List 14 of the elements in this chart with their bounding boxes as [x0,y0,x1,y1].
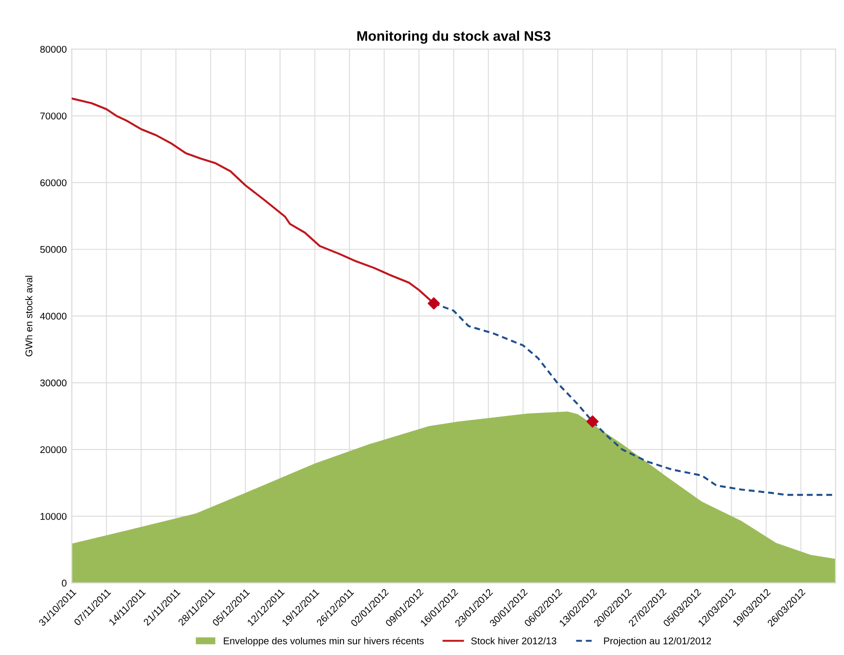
y-tick-label: 10000 [40,512,66,520]
y-tick-label: 60000 [40,179,66,186]
y-tick-label: 20000 [40,446,66,454]
chart-title: Monitoring du stock aval NS3 [357,30,550,44]
legend-label: Stock hiver 2012/13 [471,637,556,644]
y-tick-label: 80000 [40,46,66,53]
legend-label: Enveloppe des volumes min sur hivers récents [224,637,424,646]
y-tick-label: 40000 [40,312,66,320]
y-axis-title: GWh en stock aval [25,276,32,356]
y-tick-label: 0 [62,580,66,587]
y-tick-label: 30000 [40,380,66,386]
y-tick-label: 70000 [40,112,66,120]
legend-label: Projection au 12/01/2012 [604,637,711,646]
y-tick-label: 50000 [40,246,66,253]
